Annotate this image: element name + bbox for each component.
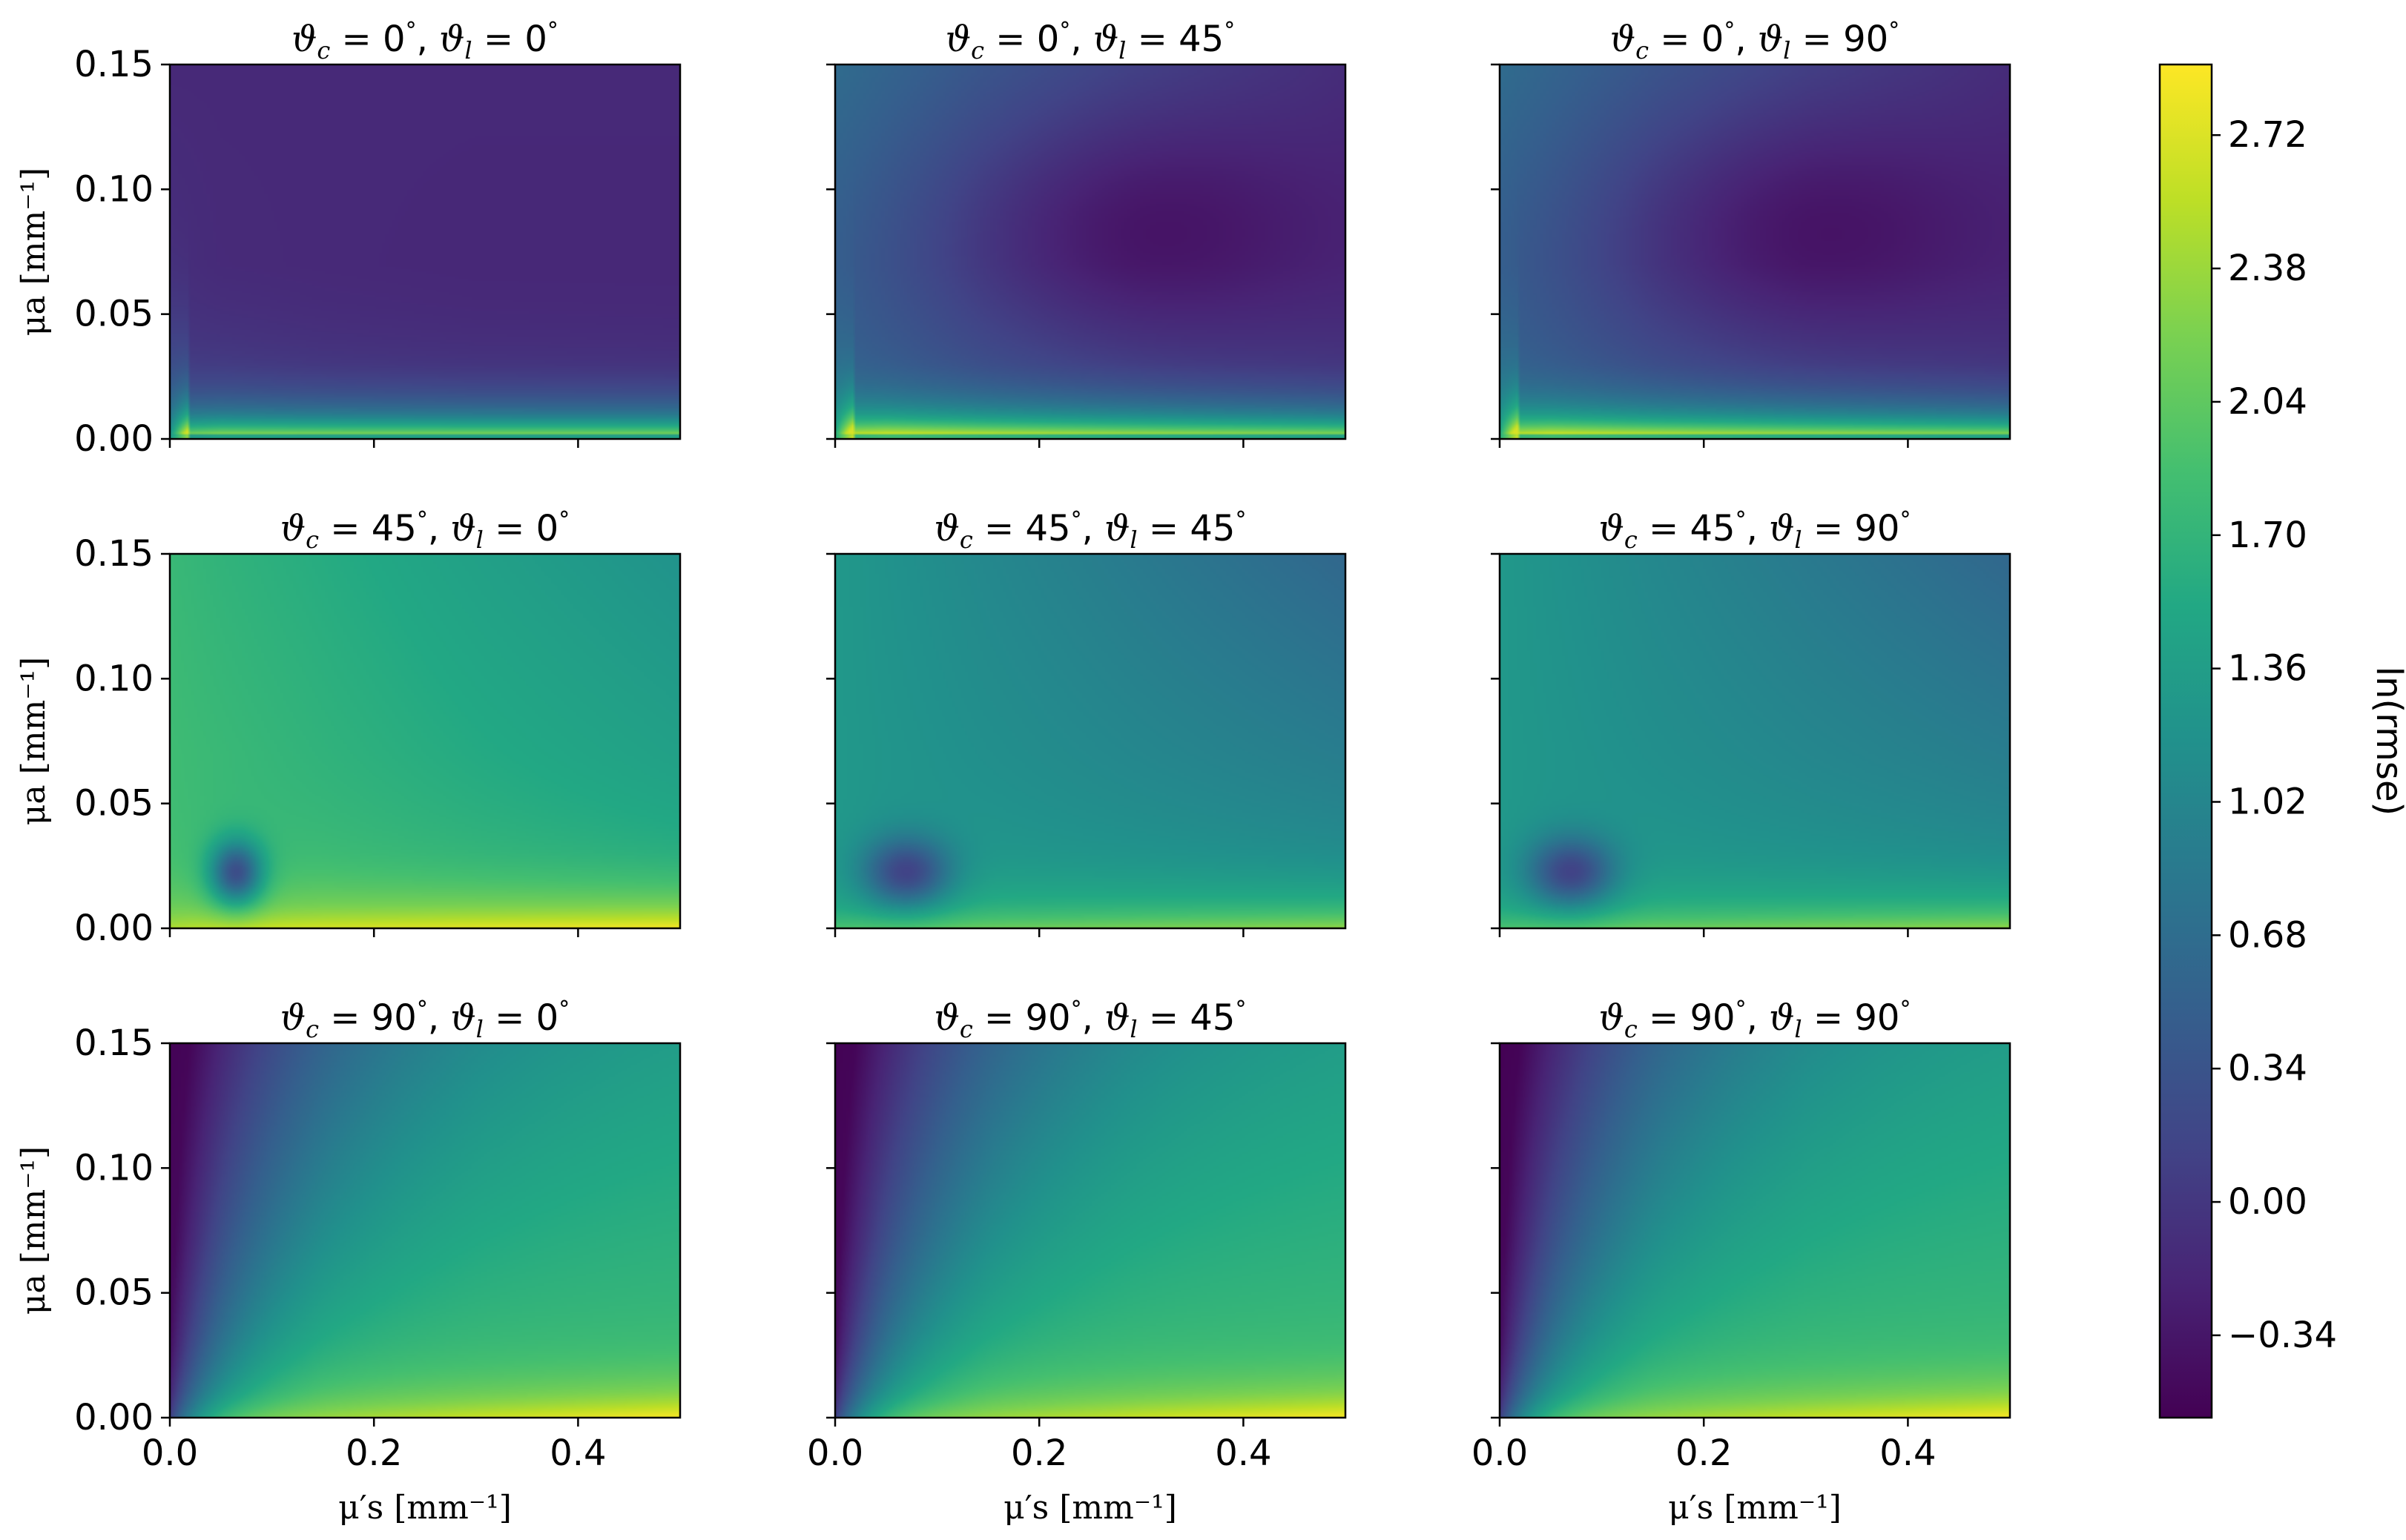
heatmap-image [835,65,1345,439]
heatmap-panel: ϑc = 90°, ϑl = 45° 0.0 0.2 0.4 μ′s [mm⁻¹] [807,997,1347,1527]
panel-title: ϑc = 90°, ϑl = 0° [280,997,570,1043]
y-tick-label: 0.05 [74,1272,154,1314]
heatmap-image [835,1043,1345,1418]
colorbar-frame [2158,63,2213,1419]
heatmap-image [170,65,680,439]
colorbar-tick-label: −0.34 [2228,1315,2337,1356]
panel-title: ϑc = 90°, ϑl = 90° [1599,997,1911,1043]
y-tick-label: 0.10 [74,1147,154,1189]
heatmap-image [1500,65,2010,439]
panel-title: ϑc = 45°, ϑl = 90° [1599,507,1911,554]
x-tick-label: 0.0 [142,1432,198,1474]
axes-frame [1498,63,2011,440]
x-tick-label: 0.4 [550,1432,606,1474]
y-tick-label: 0.15 [74,44,154,85]
heatmap-panel: ϑc = 0°, ϑl = 45° [826,18,1347,448]
x-tick-label: 0.2 [1675,1432,1732,1474]
x-axis-label: μ′s [mm⁻¹] [338,1489,512,1527]
x-tick-label: 0.4 [1215,1432,1271,1474]
heatmap-image [1500,1043,2010,1418]
y-tick-label: 0.10 [74,168,154,210]
heatmap-image [170,554,680,928]
colorbar-tick-label: 1.36 [2228,648,2307,690]
x-tick-label: 0.4 [1879,1432,1936,1474]
y-tick-label: 0.00 [74,418,154,460]
heatmap-panel: ϑc = 90°, ϑl = 90° 0.0 0.2 0.4 μ′s [mm⁻¹] [1471,997,2011,1527]
y-tick-label: 0.00 [74,908,154,949]
panel-title: ϑc = 0°, ϑl = 45° [946,18,1235,65]
colorbar: −0.34 0.00 0.34 0.68 1.02 1.36 1.70 2.04 2.38 2.7… [2158,63,2406,1419]
axes-frame [1498,1042,2011,1419]
axes-frame [168,63,682,440]
heatmap-panel: ϑc = 0°, ϑl = 90° [1491,18,2011,448]
colorbar-tick-label: 0.34 [2228,1048,2307,1089]
axes-frame [168,1042,682,1419]
y-tick-label: 0.15 [74,533,154,575]
axes-frame [834,1042,1347,1419]
colorbar-tick-label: 2.38 [2228,248,2307,289]
colorbar-tick-label: 1.02 [2228,781,2307,822]
heatmap-panel: ϑc = 45°, ϑl = 0° 0.00 0.05 0.10 0.15 μa [mm⁻… [15,507,682,949]
heatmap-panel: ϑc = 45°, ϑl = 90° [1491,507,2011,937]
panel-title: ϑc = 0°, ϑl = 0° [291,18,558,65]
heatmap-image [835,554,1345,928]
y-tick-label: 0.10 [74,658,154,699]
axes-frame [834,552,1347,930]
panel-title: ϑc = 45°, ϑl = 45° [935,507,1247,554]
axes-frame [834,63,1347,440]
x-tick-label: 0.2 [346,1432,402,1474]
x-tick-label: 0.0 [807,1432,863,1474]
heatmap-image [170,1043,680,1418]
panel-title: ϑc = 0°, ϑl = 90° [1610,18,1899,65]
heatmap-image [1500,554,2010,928]
y-axis-label: μa [mm⁻¹] [15,168,53,336]
axes-frame [168,552,682,930]
colorbar-tick-label: 0.68 [2228,914,2307,956]
y-tick-label: 0.15 [74,1022,154,1064]
y-axis-label: μa [mm⁻¹] [15,1146,53,1315]
axes-frame [1498,552,2011,930]
x-tick-label: 0.2 [1011,1432,1067,1474]
colorbar-tick-label: 2.72 [2228,114,2307,156]
panel-title: ϑc = 90°, ϑl = 45° [935,997,1247,1043]
x-axis-label: μ′s [mm⁻¹] [1003,1489,1177,1527]
colorbar-tick-label: 1.70 [2228,515,2307,556]
colorbar-tick-label: 2.04 [2228,381,2307,423]
heatmap-panel: ϑc = 0°, ϑl = 0° 0.00 0.05 0.10 0.15 μa [mm⁻¹… [15,18,682,460]
y-tick-label: 0.05 [74,294,154,335]
colorbar-label: ln(rmse) [2368,667,2406,816]
y-axis-label: μa [mm⁻¹] [15,657,53,825]
heatmap-panel: ϑc = 90°, ϑl = 0° 0.00 0.05 0.10 0.15 0.0 0.2 0… [15,997,682,1527]
heatmap-panels: ϑc = 0°, ϑl = 0° 0.00 0.05 0.10 0.15 μa [mm⁻¹… [15,18,2011,1527]
colorbar-tick-label: 0.00 [2228,1181,2307,1223]
x-tick-label: 0.0 [1471,1432,1528,1474]
panel-title: ϑc = 45°, ϑl = 0° [280,507,570,554]
heatmap-panel: ϑc = 45°, ϑl = 45° [826,507,1347,937]
x-axis-label: μ′s [mm⁻¹] [1668,1489,1842,1527]
y-tick-label: 0.05 [74,783,154,824]
y-tick-label: 0.00 [74,1397,154,1438]
colorbar-gradient [2160,65,2212,1418]
